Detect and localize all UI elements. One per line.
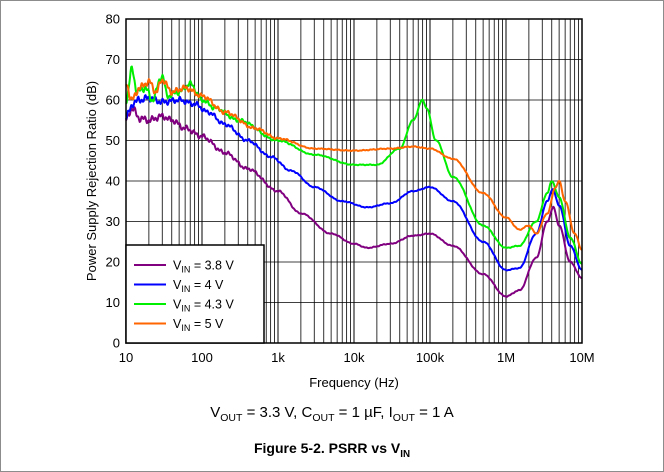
- series-line-1: [125, 106, 583, 298]
- plot-border: [125, 18, 583, 344]
- legend-entry-1: VIN = 3.8 V: [173, 259, 234, 275]
- cond-iout-sub: OUT: [392, 412, 415, 424]
- test-conditions: VOUT = 3.3 V, COUT = 1 µF, IOUT = 1 A: [0, 404, 664, 424]
- x-tick-label: 1M: [497, 350, 515, 365]
- y-tick-label: 70: [106, 52, 120, 67]
- legend-entry-symbol: V: [173, 317, 182, 331]
- legend-entry-value: = 5 V: [190, 317, 224, 331]
- series-group: [125, 65, 583, 298]
- cond-cout-value: = 1 µF,: [334, 404, 389, 421]
- y-tick-label: 20: [106, 255, 120, 270]
- figure-label: Figure 5-2. PSRR vs V: [253, 440, 401, 456]
- legend-entry-symbol: V: [173, 259, 182, 273]
- y-tick-label: 80: [106, 12, 120, 27]
- legend-entry-3: VIN = 4.3 V: [173, 298, 234, 314]
- cond-cout-symbol: C: [301, 404, 313, 421]
- legend-entry-2: VIN = 4 V: [173, 278, 224, 294]
- y-tick-label: 50: [106, 133, 120, 148]
- cond-vout-value: = 3.3 V,: [242, 404, 302, 421]
- x-axis-title: Frequency (Hz): [309, 375, 399, 390]
- x-tick-label: 10M: [569, 350, 594, 365]
- x-tick-labels: 10 100 1k 10k 100k 1M 10M: [119, 350, 595, 365]
- x-tick-label: 100k: [416, 350, 445, 365]
- legend-entry-4: VIN = 5 V: [173, 317, 224, 333]
- cond-iout-symbol: I: [388, 404, 393, 421]
- figure-caption: Figure 5-2. PSRR vs VIN: [0, 440, 664, 460]
- y-tick-label: 60: [106, 93, 120, 108]
- y-axis-title: Power Supply Rejection Ratio (dB): [84, 81, 99, 281]
- cond-vout-sub: OUT: [220, 412, 243, 424]
- series-line-2: [125, 94, 583, 272]
- figure-label-sub: IN: [400, 448, 411, 460]
- cond-iout-value: = 1 A: [414, 404, 454, 421]
- cond-vout-symbol: V: [210, 404, 221, 421]
- x-tick-label: 1k: [271, 350, 285, 365]
- y-tick-label: 10: [106, 295, 120, 310]
- y-tick-label: 30: [106, 214, 120, 229]
- legend-entry-symbol: V: [173, 278, 182, 292]
- y-tick-label: 40: [106, 174, 120, 189]
- y-tick-labels: 0 10 20 30 40 50 60 70 80: [106, 12, 120, 351]
- legend-box: [125, 244, 265, 344]
- series-line-4: [125, 78, 583, 251]
- legend-entry-symbol: V: [173, 298, 182, 312]
- cond-cout-sub: OUT: [312, 412, 335, 424]
- legend-entry-sub: IN: [181, 265, 190, 275]
- x-tick-label: 10: [119, 350, 133, 365]
- legend-entry-value: = 4.3 V: [190, 298, 234, 312]
- x-tick-label: 10k: [344, 350, 365, 365]
- legend-entry-value: = 3.8 V: [190, 259, 234, 273]
- legend-entry-sub: IN: [181, 304, 190, 314]
- legend-entry-sub: IN: [181, 323, 190, 333]
- legend-entry-value: = 4 V: [190, 278, 224, 292]
- x-tick-label: 100: [191, 350, 213, 365]
- y-tick-label: 0: [113, 336, 120, 351]
- legend-entry-sub: IN: [181, 284, 190, 294]
- series-line-3: [125, 65, 583, 265]
